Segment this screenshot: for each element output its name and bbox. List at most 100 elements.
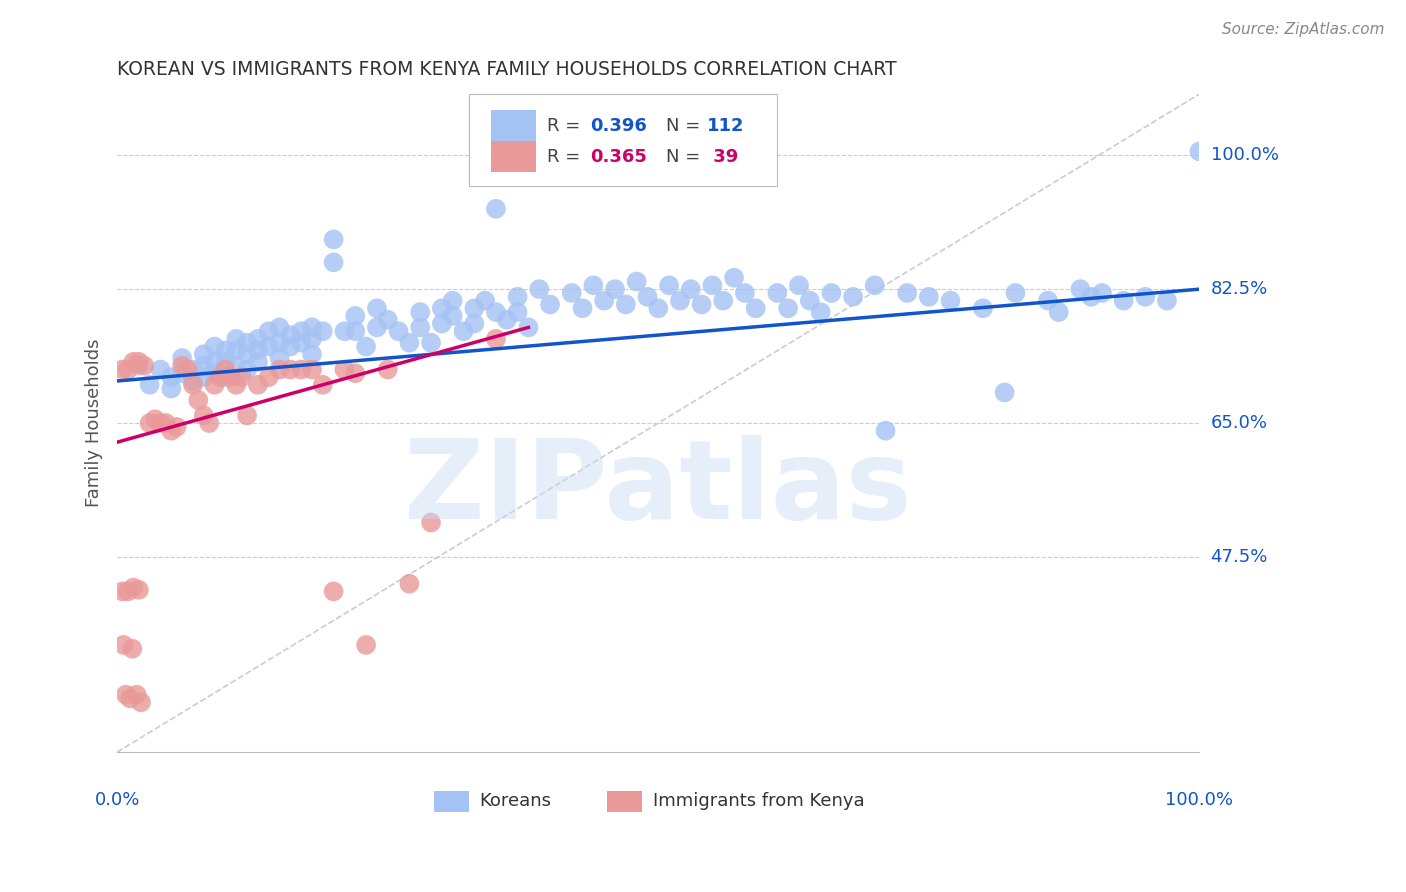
- Point: [125, 688, 148, 702]
- Point: [231, 370, 253, 384]
- Point: [1004, 285, 1026, 300]
- Point: [115, 688, 138, 702]
- Point: [214, 343, 236, 358]
- Point: [246, 343, 269, 358]
- Point: [430, 301, 453, 316]
- Point: [117, 584, 139, 599]
- Point: [495, 312, 517, 326]
- Point: [290, 362, 312, 376]
- Text: 100.0%: 100.0%: [1211, 146, 1278, 164]
- Point: [430, 317, 453, 331]
- Point: [333, 324, 356, 338]
- Point: [181, 374, 204, 388]
- Point: [269, 362, 291, 376]
- Point: [344, 367, 367, 381]
- Text: 47.5%: 47.5%: [1211, 548, 1268, 566]
- Point: [398, 576, 420, 591]
- Point: [176, 362, 198, 376]
- Point: [181, 377, 204, 392]
- Point: [626, 275, 648, 289]
- Text: N =: N =: [666, 117, 706, 135]
- Point: [236, 335, 259, 350]
- Point: [810, 305, 832, 319]
- Point: [236, 409, 259, 423]
- Point: [280, 339, 302, 353]
- Point: [702, 278, 724, 293]
- FancyBboxPatch shape: [491, 111, 536, 141]
- Text: Source: ZipAtlas.com: Source: ZipAtlas.com: [1222, 22, 1385, 37]
- Text: KOREAN VS IMMIGRANTS FROM KENYA FAMILY HOUSEHOLDS CORRELATION CHART: KOREAN VS IMMIGRANTS FROM KENYA FAMILY H…: [117, 60, 897, 78]
- Point: [409, 320, 432, 334]
- Text: 0.396: 0.396: [591, 117, 647, 135]
- Text: R =: R =: [547, 117, 586, 135]
- Point: [939, 293, 962, 308]
- Point: [257, 370, 280, 384]
- Point: [193, 359, 215, 373]
- Point: [354, 638, 377, 652]
- Point: [517, 320, 540, 334]
- Point: [1188, 145, 1211, 159]
- Point: [766, 285, 789, 300]
- Point: [842, 290, 865, 304]
- Point: [1080, 290, 1102, 304]
- Point: [723, 270, 745, 285]
- Point: [582, 278, 605, 293]
- Point: [236, 362, 259, 376]
- Point: [204, 339, 226, 353]
- Point: [463, 301, 485, 316]
- Point: [441, 293, 464, 308]
- Point: [112, 638, 135, 652]
- Point: [485, 305, 508, 319]
- Point: [333, 362, 356, 376]
- Point: [366, 320, 388, 334]
- Point: [160, 382, 183, 396]
- Text: 112: 112: [707, 117, 745, 135]
- Point: [225, 359, 247, 373]
- Point: [246, 332, 269, 346]
- Point: [172, 359, 194, 373]
- Point: [122, 355, 145, 369]
- Point: [236, 347, 259, 361]
- Point: [290, 335, 312, 350]
- Text: N =: N =: [666, 147, 706, 166]
- Text: 65.0%: 65.0%: [1211, 414, 1268, 432]
- Point: [280, 328, 302, 343]
- Point: [744, 301, 766, 316]
- Point: [246, 377, 269, 392]
- Text: ZIPatlas: ZIPatlas: [405, 435, 912, 542]
- Point: [122, 581, 145, 595]
- Point: [918, 290, 941, 304]
- Point: [377, 362, 399, 376]
- Point: [257, 339, 280, 353]
- Point: [214, 370, 236, 384]
- Point: [896, 285, 918, 300]
- Text: 39: 39: [707, 147, 738, 166]
- Text: 100.0%: 100.0%: [1166, 791, 1233, 809]
- Point: [149, 362, 172, 376]
- Point: [208, 370, 231, 384]
- Point: [506, 290, 529, 304]
- Point: [269, 335, 291, 350]
- Point: [658, 278, 681, 293]
- Point: [128, 355, 150, 369]
- Point: [219, 370, 242, 384]
- Point: [354, 339, 377, 353]
- Text: R =: R =: [547, 147, 586, 166]
- Point: [863, 278, 886, 293]
- Point: [690, 297, 713, 311]
- Point: [225, 332, 247, 346]
- Point: [225, 377, 247, 392]
- Point: [204, 367, 226, 381]
- Point: [301, 332, 323, 346]
- Point: [875, 424, 897, 438]
- Point: [420, 335, 443, 350]
- Point: [571, 301, 593, 316]
- Point: [506, 305, 529, 319]
- Point: [463, 317, 485, 331]
- Point: [711, 293, 734, 308]
- Point: [1112, 293, 1135, 308]
- Point: [485, 332, 508, 346]
- Point: [149, 416, 172, 430]
- Point: [1069, 282, 1091, 296]
- Text: Koreans: Koreans: [479, 792, 551, 811]
